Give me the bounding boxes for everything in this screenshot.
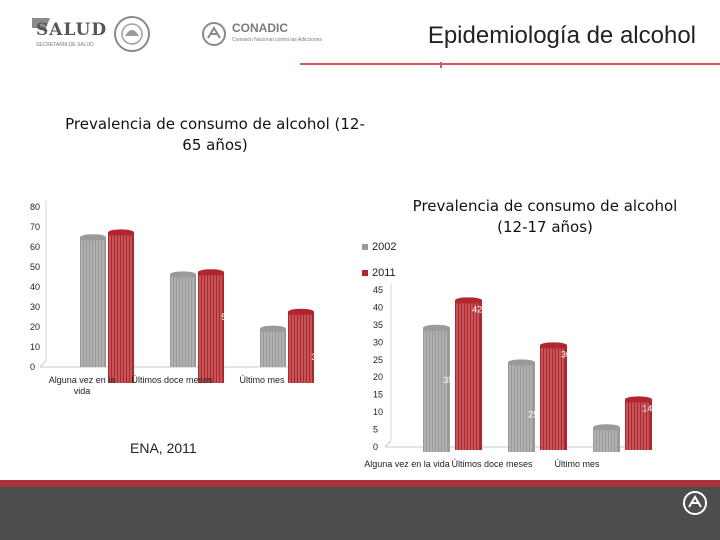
national-seal-icon — [114, 16, 150, 52]
left-chart-floor-edge — [39, 360, 47, 368]
left-chart-value-label-2011-1: 51.4 — [221, 312, 239, 322]
right-chart-bar-2002-2-cap — [593, 424, 620, 431]
conadic-logo-text: CONADIC — [232, 21, 288, 35]
right-chart-bar-2011-2 — [625, 399, 652, 450]
right-chart-bar-2011-2-cap — [625, 396, 652, 403]
right-chart-bar-2011-1 — [540, 345, 567, 450]
left-chart-bar-2011-1-cap — [198, 269, 224, 276]
right-chart-x-tick: Alguna vez en la vida — [364, 459, 450, 469]
left-chart-bar-2011-0-cap — [108, 229, 134, 236]
legend-label-2002: 2002 — [372, 241, 397, 253]
right-chart-value-label-2002-0: 35.6 — [443, 375, 461, 385]
right-chart-y-tick: 30 — [373, 337, 383, 347]
right-chart-value-label-2002-2: 7.1 — [616, 474, 629, 484]
right-chart-bar-2002-2 — [593, 427, 620, 452]
left-chart-bar-2002-0 — [80, 237, 106, 367]
right-chart-floor-edge — [384, 440, 392, 448]
source-label: ENA, 2011 — [130, 440, 197, 456]
legend-label-2011: 2011 — [372, 267, 396, 279]
left-chart-y-tick: 10 — [30, 342, 40, 352]
title-divider — [300, 63, 720, 65]
right-chart-bar-2011-0 — [455, 300, 482, 450]
right-chart-bar-2002-1 — [508, 362, 535, 452]
left-chart-y-tick: 30 — [30, 302, 40, 312]
slide-header: SALUD SECRETARÍA DE SALUD CONADIC Comisi… — [0, 0, 720, 80]
left-chart-value-label-2011-0: 71 — [135, 272, 145, 282]
chart-left-title: Prevalencia de consumo de alcohol (12-65… — [65, 115, 365, 154]
left-chart-x-tick: Último mes — [239, 375, 285, 385]
right-chart-x-tick: Últimos doce meses — [451, 459, 533, 469]
salud-logo-icon — [32, 18, 50, 28]
right-chart-bar-2011-0-cap — [455, 297, 482, 304]
footer-band — [0, 480, 720, 488]
right-chart-y-tick: 35 — [373, 320, 383, 330]
right-chart-value-label-2002-1: 25.7 — [528, 409, 546, 419]
right-chart-y-tick: 15 — [373, 390, 383, 400]
right-chart-bar-2002-1-cap — [508, 359, 535, 366]
left-chart-bar-2011-1 — [198, 272, 224, 383]
right-chart-y-tick: 5 — [373, 425, 378, 435]
salud-logo-subtitle: SECRETARÍA DE SALUD — [36, 42, 94, 48]
left-chart-y-tick: 40 — [30, 282, 40, 292]
legend-swatch-2011 — [362, 270, 368, 276]
conadic-footer-icon — [683, 491, 707, 515]
right-chart-y-tick: 0 — [373, 442, 378, 452]
conadic-logo-subtitle: Comisión Nacional contra las Adicciones — [232, 37, 323, 43]
left-chart-bar-2011-2 — [288, 311, 314, 383]
footer-bar — [0, 487, 720, 540]
left-chart-value-label-2011-2: 31.6 — [311, 352, 329, 362]
right-chart-y-tick: 25 — [373, 355, 383, 365]
left-chart-bar-2011-2-cap — [288, 308, 314, 315]
salud-logo-text: SALUD — [36, 20, 108, 40]
right-chart-x-tick: Último mes — [554, 459, 600, 469]
left-chart-bar-2002-0-cap — [80, 234, 106, 241]
right-chart-bar-2002-0 — [423, 327, 450, 452]
right-chart-value-label-2011-0: 42.9 — [472, 304, 490, 314]
left-chart-bar-2002-1 — [170, 274, 196, 367]
title-divider-mark — [440, 62, 442, 68]
left-chart-y-tick: 70 — [30, 222, 40, 232]
left-chart-bar-2002-1-cap — [170, 271, 196, 278]
left-chart-y-tick: 20 — [30, 322, 40, 332]
left-chart-y-tick: 60 — [30, 242, 40, 252]
right-chart-value-label-2011-2: 14.5 — [642, 403, 660, 413]
left-chart-bar-2002-2-cap — [260, 325, 286, 332]
left-chart-y-tick: 50 — [30, 262, 40, 272]
right-chart-y-tick: 10 — [373, 407, 383, 417]
left-chart-y-tick: 80 — [30, 202, 40, 212]
chart-right-title: Prevalencia de consumo de alcohol (12-17… — [412, 197, 678, 236]
left-chart-x-tick: vida — [74, 386, 91, 396]
conadic-logo-icon — [202, 22, 226, 46]
right-chart-bar-2002-0-cap — [423, 324, 450, 331]
page-title: Epidemiología de alcohol — [427, 22, 696, 49]
left-chart-x-tick: Últimos doce meses — [131, 375, 213, 385]
right-chart-y-tick: 20 — [373, 372, 383, 382]
left-chart-y-tick: 0 — [30, 362, 35, 372]
left-chart-bar-2011-0 — [108, 232, 134, 383]
right-chart-bar-2011-1-cap — [540, 342, 567, 349]
right-chart-value-label-2011-1: 30 — [561, 349, 571, 359]
left-chart-bar-2002-2 — [260, 328, 286, 367]
right-chart-y-tick: 40 — [373, 302, 383, 312]
legend-swatch-2002 — [362, 244, 368, 250]
legend-item-2002: 2002 — [362, 241, 396, 253]
left-chart-value-label-2002-2: 19.2 — [287, 383, 305, 393]
legend-item-2011: 2011 — [362, 267, 396, 279]
left-chart-x-tick: Alguna vez en la — [49, 375, 116, 385]
right-chart-y-tick: 45 — [373, 285, 383, 295]
